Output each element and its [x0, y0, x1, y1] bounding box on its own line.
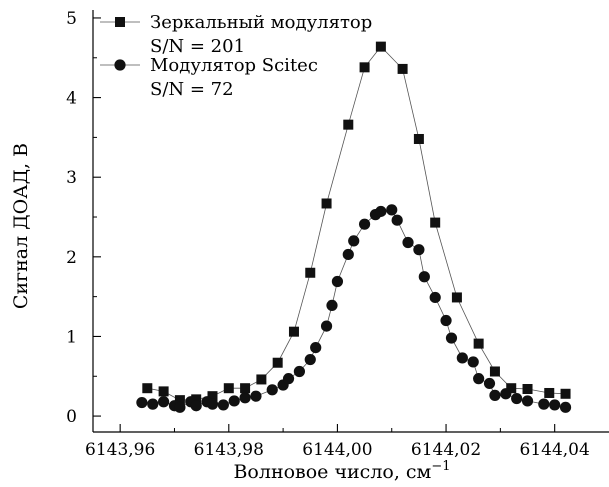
- data-point-mirror-modulator: [375, 41, 386, 52]
- plot-layer: [136, 41, 572, 413]
- data-point-mirror-modulator: [544, 387, 555, 398]
- legend-label-scitec-modulator: Модулятор Scitec: [150, 55, 318, 76]
- data-point-scitec-modulator: [483, 377, 496, 390]
- data-point-mirror-modulator: [473, 338, 484, 349]
- data-point-scitec-modulator: [521, 395, 534, 407]
- data-point-scitec-modulator: [473, 373, 485, 385]
- data-point-scitec-modulator: [326, 299, 338, 311]
- data-point-mirror-modulator: [522, 384, 533, 395]
- data-point-scitec-modulator: [375, 205, 387, 218]
- data-point-scitec-modulator: [413, 244, 425, 256]
- data-point-mirror-modulator: [256, 374, 267, 385]
- data-point-scitec-modulator: [250, 390, 262, 402]
- x-tick-label: 6144,02: [411, 440, 481, 460]
- data-point-scitec-modulator: [147, 398, 159, 410]
- data-point-scitec-modulator: [386, 204, 398, 216]
- legend-snr-mirror-modulator: S/N = 201: [150, 36, 245, 57]
- y-tick-label: 0: [66, 407, 77, 427]
- data-point-scitec-modulator: [293, 365, 305, 378]
- data-point-mirror-modulator: [191, 394, 202, 405]
- legend-marker-scitec-modulator: [114, 59, 126, 71]
- data-point-scitec-modulator: [358, 218, 371, 230]
- y-tick-label: 2: [66, 248, 77, 268]
- data-point-scitec-modulator: [206, 398, 219, 410]
- data-point-scitec-modulator: [190, 400, 202, 412]
- data-point-scitec-modulator: [217, 399, 229, 411]
- data-point-mirror-modulator: [207, 391, 218, 402]
- data-point-scitec-modulator: [559, 401, 572, 413]
- data-point-scitec-modulator: [489, 389, 501, 401]
- data-point-scitec-modulator: [440, 314, 452, 327]
- data-point-mirror-modulator: [397, 63, 408, 74]
- data-point-mirror-modulator: [343, 119, 354, 130]
- data-point-scitec-modulator: [310, 342, 322, 354]
- data-point-scitec-modulator: [320, 320, 333, 332]
- data-point-scitec-modulator: [467, 356, 479, 368]
- data-point-scitec-modulator: [266, 384, 278, 396]
- data-point-mirror-modulator: [560, 388, 571, 399]
- data-point-scitec-modulator: [239, 392, 251, 404]
- data-point-mirror-modulator: [305, 267, 316, 278]
- y-tick-label: 3: [66, 168, 77, 188]
- data-point-scitec-modulator: [158, 396, 170, 408]
- data-point-mirror-modulator: [240, 383, 251, 394]
- x-tick-label: 6144,04: [520, 440, 590, 460]
- data-point-scitec-modulator: [456, 352, 468, 364]
- data-point-mirror-modulator: [413, 133, 424, 144]
- y-tick-label: 1: [66, 327, 77, 347]
- data-point-scitec-modulator: [282, 373, 295, 385]
- data-point-mirror-modulator: [506, 383, 517, 394]
- legend-label-mirror-modulator: Зеркальный модулятор: [150, 12, 372, 33]
- legend-marker-mirror-modulator: [115, 17, 125, 27]
- y-tick-label: 4: [66, 89, 77, 109]
- x-axis-label-text: Волновое число, см: [233, 461, 431, 483]
- data-point-mirror-modulator: [451, 292, 462, 303]
- data-point-mirror-modulator: [321, 198, 332, 209]
- data-point-scitec-modulator: [174, 401, 186, 413]
- data-point-scitec-modulator: [136, 396, 148, 409]
- x-axis-label: Волновое число, см−1: [233, 459, 450, 483]
- data-point-mirror-modulator: [223, 383, 234, 394]
- data-point-scitec-modulator: [228, 395, 240, 407]
- data-point-mirror-modulator: [288, 326, 299, 337]
- data-point-mirror-modulator: [158, 386, 169, 397]
- data-point-scitec-modulator: [418, 271, 430, 283]
- data-point-scitec-modulator: [445, 332, 458, 344]
- data-point-mirror-modulator: [359, 62, 370, 73]
- data-point-scitec-modulator: [391, 214, 403, 226]
- y-axis-label: Сигнал ДОАД, В: [10, 143, 32, 309]
- data-point-scitec-modulator: [549, 399, 561, 411]
- data-point-scitec-modulator: [538, 398, 550, 410]
- axes-layer: 6143,96 6143,98 6144,00 6144,02 6144,04 0 1 2 3 4…: [66, 9, 609, 460]
- data-point-mirror-modulator: [142, 383, 153, 394]
- x-tick-label: 6143,98: [194, 440, 264, 460]
- data-point-scitec-modulator: [304, 353, 316, 366]
- y-tick-label: 5: [66, 9, 77, 29]
- data-point-scitec-modulator: [331, 275, 344, 288]
- x-tick-label: 6144,00: [302, 440, 372, 460]
- data-point-scitec-modulator: [342, 248, 354, 261]
- data-point-mirror-modulator: [489, 366, 500, 377]
- data-point-mirror-modulator: [430, 217, 441, 228]
- x-axis-label-unit-exponent: −1: [431, 459, 450, 474]
- legend-snr-scitec-modulator: S/N = 72: [150, 79, 234, 100]
- data-point-mirror-modulator: [174, 395, 185, 406]
- data-point-scitec-modulator: [500, 388, 512, 400]
- data-point-scitec-modulator: [402, 236, 414, 249]
- data-point-scitec-modulator: [348, 235, 360, 247]
- x-tick-label: 6143,96: [85, 440, 155, 460]
- data-point-scitec-modulator: [429, 291, 441, 304]
- data-point-mirror-modulator: [272, 357, 283, 368]
- data-point-scitec-modulator: [511, 392, 523, 405]
